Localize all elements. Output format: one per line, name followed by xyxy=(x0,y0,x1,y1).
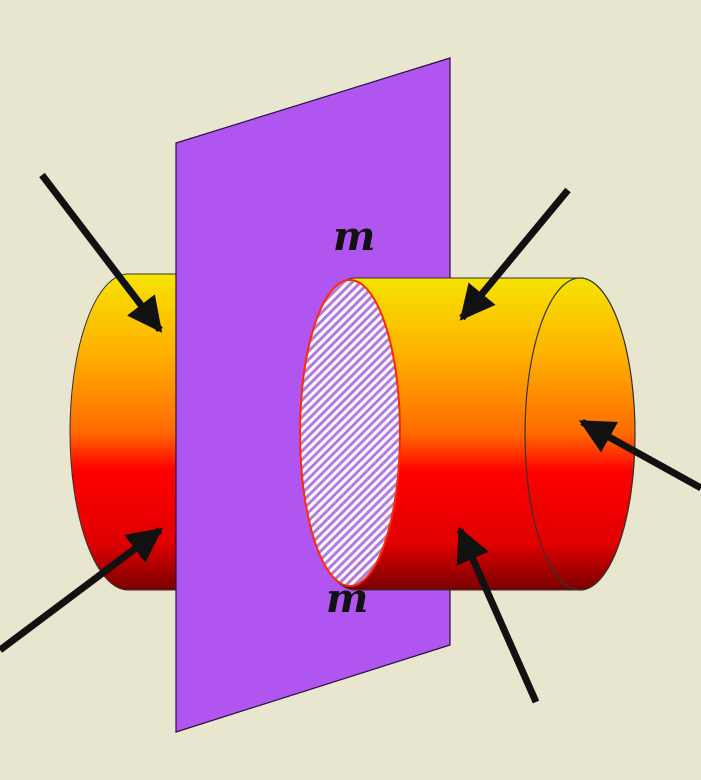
section-label-bottom: m xyxy=(326,575,368,622)
force-arrows xyxy=(0,172,701,704)
arrow-left-bottom xyxy=(0,527,163,653)
hatched-cross-section xyxy=(299,279,401,587)
arrow-right-top xyxy=(459,187,571,321)
arrow-right-bottom xyxy=(456,526,540,704)
section-label-top: m xyxy=(333,213,375,260)
arrow-left-top xyxy=(39,172,163,333)
cylinder-left xyxy=(69,273,191,591)
cylinder-left-body xyxy=(69,273,191,591)
arrow-right-end xyxy=(578,418,701,492)
cylinder-right-end xyxy=(524,277,636,591)
